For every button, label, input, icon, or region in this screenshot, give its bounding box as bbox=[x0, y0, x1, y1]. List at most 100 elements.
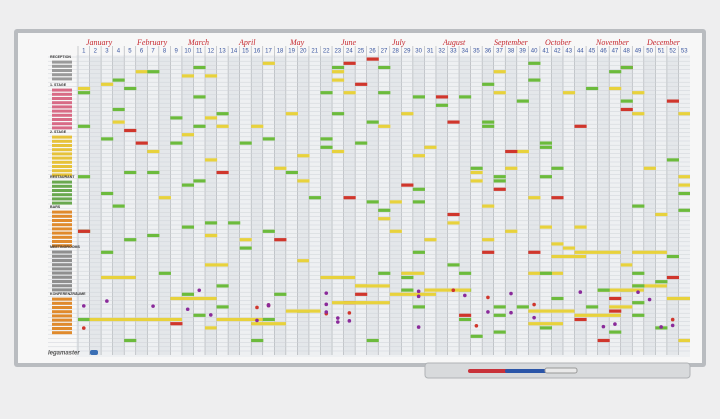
magnet-strip bbox=[101, 275, 136, 280]
section-label bbox=[52, 139, 72, 143]
magnet-strip bbox=[320, 145, 333, 149]
week-number: 29 bbox=[404, 49, 411, 55]
magnet-strip bbox=[678, 191, 690, 196]
magnet-strip bbox=[251, 338, 264, 343]
column-shade bbox=[89, 57, 102, 355]
magnet-strip bbox=[459, 313, 472, 317]
brand: legamaster bbox=[48, 351, 80, 357]
magnet-strip bbox=[366, 338, 379, 343]
magnet-strip bbox=[181, 225, 195, 229]
week-number: 40 bbox=[531, 49, 538, 55]
magnet-dot bbox=[670, 323, 675, 328]
magnet-strip bbox=[447, 221, 460, 225]
magnet-strip bbox=[135, 317, 182, 322]
magnet-strip bbox=[297, 154, 310, 158]
month-name: January bbox=[86, 38, 113, 47]
magnet-strip bbox=[678, 208, 690, 212]
magnet-strip bbox=[239, 238, 252, 242]
section-label bbox=[52, 318, 72, 322]
magnet-strip bbox=[609, 86, 622, 91]
magnet-strip bbox=[101, 191, 114, 196]
magnet-strip bbox=[170, 116, 183, 120]
week-number: 28 bbox=[392, 49, 399, 55]
week-number: 53 bbox=[681, 49, 688, 55]
magnet-strip bbox=[124, 86, 137, 91]
magnet-strip bbox=[251, 322, 286, 326]
magnet-dot bbox=[197, 288, 202, 293]
week-number: 47 bbox=[612, 49, 619, 55]
magnet-strip bbox=[366, 57, 379, 61]
week-number: 41 bbox=[542, 49, 549, 55]
week-number: 38 bbox=[508, 49, 515, 55]
column-shade bbox=[343, 57, 356, 355]
month-name: July bbox=[392, 38, 406, 47]
magnet-strip bbox=[78, 175, 91, 179]
magnet-dot bbox=[347, 311, 352, 315]
section-label bbox=[52, 113, 72, 117]
magnet-strip bbox=[262, 229, 275, 233]
magnet-strip bbox=[551, 166, 564, 170]
week-number: 14 bbox=[231, 49, 238, 55]
magnet-dot bbox=[151, 304, 155, 308]
section-label bbox=[52, 60, 72, 64]
magnet-strip bbox=[424, 238, 437, 242]
magnet-strip bbox=[401, 271, 425, 275]
section-label bbox=[52, 92, 72, 96]
month-name: November bbox=[595, 38, 630, 47]
magnet-strip bbox=[632, 313, 645, 317]
column-shade bbox=[666, 57, 679, 355]
column-shade bbox=[597, 57, 610, 355]
magnet-strip bbox=[181, 292, 195, 296]
week-number: 11 bbox=[196, 49, 203, 55]
week-number: 2 bbox=[94, 49, 98, 55]
magnet-strip bbox=[643, 166, 656, 170]
column-shade bbox=[574, 57, 587, 355]
magnet-strip bbox=[493, 179, 506, 183]
magnet-dot bbox=[81, 304, 86, 308]
magnet-strip bbox=[666, 254, 680, 259]
magnet-dot bbox=[336, 320, 340, 324]
section-label bbox=[52, 301, 72, 305]
magnet-strip bbox=[412, 200, 425, 204]
week-number: 31 bbox=[427, 49, 434, 55]
magnet-strip bbox=[320, 91, 333, 95]
week-number: 22 bbox=[323, 49, 330, 55]
magnet-strip bbox=[320, 137, 333, 141]
week-number: 24 bbox=[346, 49, 353, 55]
magnet-dot bbox=[636, 290, 640, 295]
week-number: 36 bbox=[485, 49, 492, 55]
magnet-strip bbox=[135, 141, 148, 145]
magnet-strip bbox=[274, 238, 287, 242]
section-label bbox=[52, 109, 72, 113]
magnet-strip bbox=[332, 112, 345, 116]
magnet-dot bbox=[509, 291, 513, 296]
section-label bbox=[52, 135, 72, 139]
magnet-strip bbox=[666, 158, 680, 162]
magnet-dot bbox=[451, 288, 456, 293]
magnet-strip bbox=[216, 317, 263, 322]
magnet-strip bbox=[112, 107, 125, 112]
magnet-strip bbox=[355, 284, 367, 288]
section-label bbox=[52, 271, 72, 275]
month-name: May bbox=[289, 38, 305, 47]
magnet-strip bbox=[678, 183, 690, 187]
section-label bbox=[52, 322, 72, 326]
section-label bbox=[52, 77, 72, 81]
magnet-strip bbox=[147, 149, 160, 154]
magnet-strip bbox=[493, 330, 506, 334]
week-number: 7 bbox=[151, 49, 155, 55]
section-label bbox=[52, 306, 72, 309]
magnet-dot bbox=[185, 307, 190, 312]
magnet-strip bbox=[193, 95, 206, 99]
section-label bbox=[52, 197, 72, 201]
week-number: 25 bbox=[358, 49, 365, 55]
magnet-strip bbox=[378, 91, 391, 95]
magnet-strip bbox=[482, 238, 495, 242]
section-label bbox=[52, 250, 72, 254]
magnet-strip bbox=[170, 141, 183, 145]
magnet-dot bbox=[659, 325, 663, 329]
section-label bbox=[52, 169, 72, 173]
magnet-strip bbox=[274, 166, 287, 170]
column-shade bbox=[551, 57, 563, 355]
